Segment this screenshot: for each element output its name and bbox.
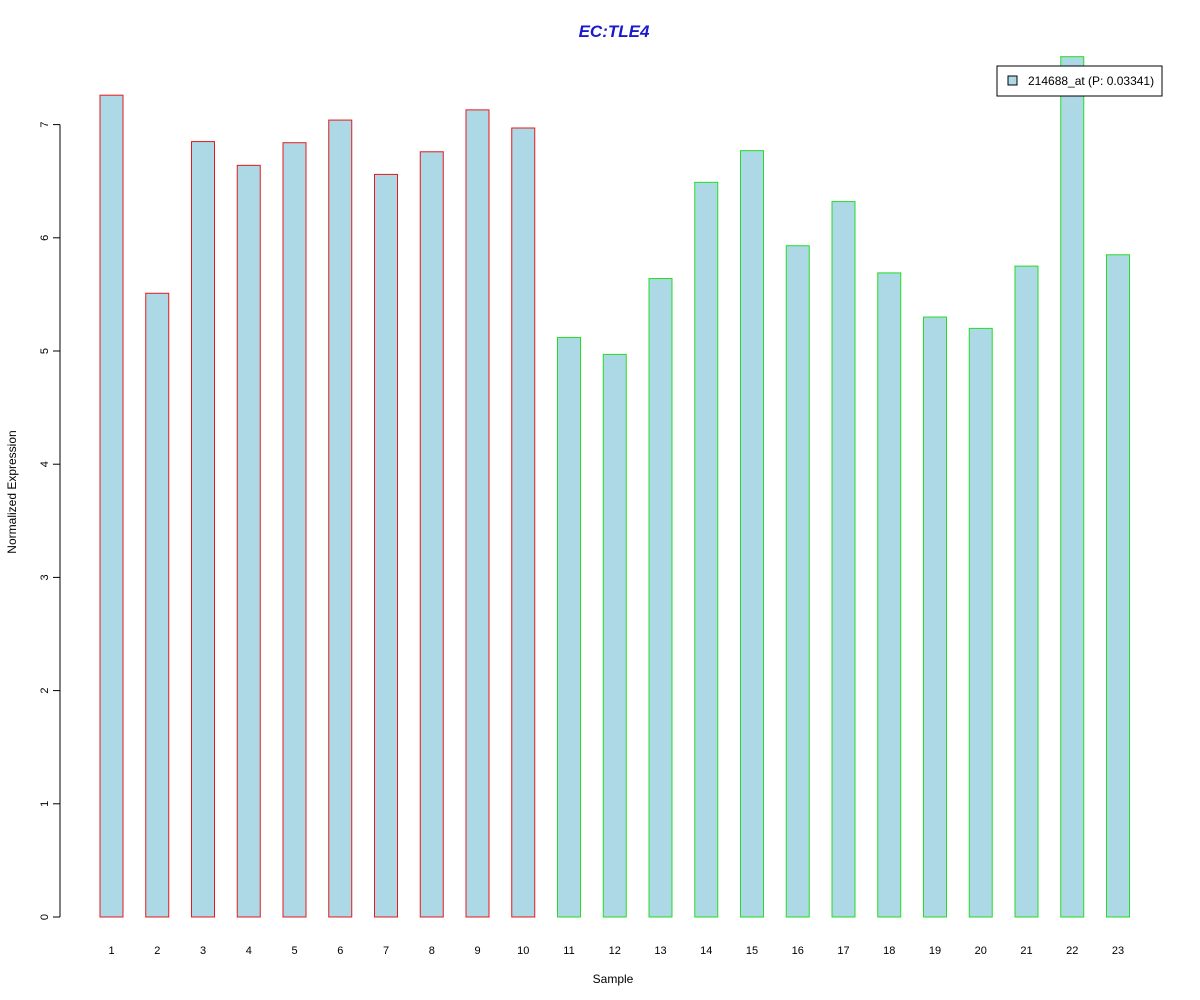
y-axis-label: Normalized Expression [5,430,19,553]
x-tick-label: 20 [975,945,987,957]
x-tick-label: 22 [1066,945,1078,957]
bar-sample-10 [511,127,536,918]
bar-sample-20 [968,327,993,918]
bars-group [99,56,1130,918]
y-tick-label: 5 [39,348,51,354]
y-tick-label: 1 [39,801,51,807]
x-tick-label: 7 [383,945,389,957]
x-tick-labels: 1 2 3 4 5 6 7 8 9 10 11 12 13 14 15 16 17 18 19 20 21 22 23 [108,945,1124,957]
bar-sample-9 [465,109,490,918]
bar-sample-23 [1106,254,1130,918]
y-tick-label: 4 [39,461,51,467]
x-tick-label: 1 [108,945,114,957]
bar-sample-17 [831,201,856,918]
x-tick-label: 17 [837,945,849,957]
bar-sample-13 [648,278,673,918]
x-tick-label: 14 [700,945,712,957]
bar-sample-4 [236,164,261,918]
x-tick-label: 11 [563,945,574,957]
x-tick-label: 9 [474,945,480,957]
x-tick-label: 23 [1112,945,1124,957]
y-tick-label: 6 [39,235,51,241]
bar-sample-8 [419,151,444,918]
x-tick-label: 12 [609,945,621,957]
bar-sample-22 [1060,56,1085,918]
bar-sample-12 [602,353,627,918]
x-tick-label: 6 [337,945,343,957]
x-tick-label: 13 [654,945,666,957]
legend-label: 214688_at (P: 0.03341) [1028,74,1154,88]
legend: 214688_at (P: 0.03341) [996,65,1163,97]
bar-sample-7 [374,173,398,918]
x-tick-label: 5 [291,945,297,957]
x-tick-label: 3 [200,945,206,957]
y-tick-label: 0 [39,914,51,920]
bar-sample-5 [282,142,307,918]
y-tick-label: 2 [39,688,51,694]
bar-sample-15 [740,150,764,918]
legend-box [996,65,1163,97]
x-tick-label: 4 [246,945,252,957]
bar-sample-6 [328,119,353,918]
bar-sample-19 [923,316,947,918]
x-tick-label: 2 [154,945,160,957]
bar-sample-11 [557,336,581,918]
bar-sample-3 [191,141,215,918]
y-axis: 0 1 2 3 4 5 6 7 [39,122,61,920]
bar-sample-21 [1014,265,1039,918]
x-tick-label: 16 [792,945,804,957]
x-axis-label: Sample [593,972,634,986]
y-tick-label: 3 [39,574,51,580]
x-tick-label: 10 [517,945,529,957]
bar-sample-1 [99,94,124,918]
bar-sample-2 [145,292,170,918]
x-tick-label: 21 [1020,945,1032,957]
bar-sample-16 [785,245,810,918]
y-tick-label: 7 [39,122,51,128]
x-tick-label: 19 [929,945,941,957]
legend-swatch [1007,75,1018,86]
x-tick-label: 18 [883,945,895,957]
x-tick-label: 15 [746,945,758,957]
x-tick-label: 8 [429,945,435,957]
chart-title: EC:TLE4 [579,22,650,41]
bar-sample-14 [694,181,719,918]
bar-sample-18 [877,272,902,918]
